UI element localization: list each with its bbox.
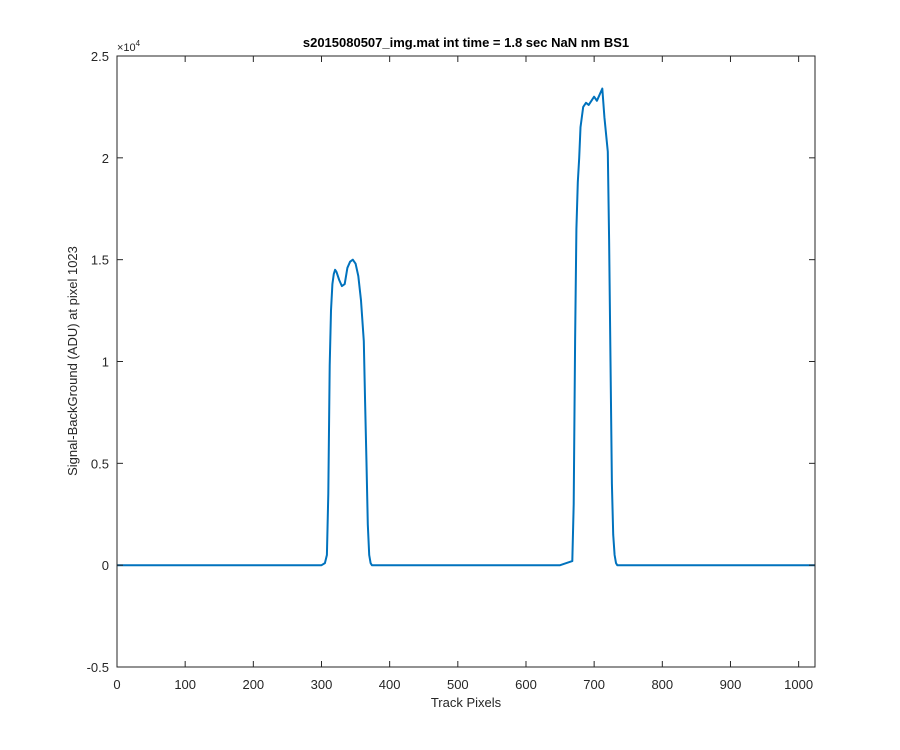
- x-tick-label: 900: [720, 677, 742, 692]
- plot-area: [117, 56, 815, 667]
- y-exponent-label: ×104: [117, 39, 141, 54]
- x-tick-label: 100: [174, 677, 196, 692]
- x-tick-label: 1000: [784, 677, 813, 692]
- x-tick-label: 600: [515, 677, 537, 692]
- x-tick-label: 800: [651, 677, 673, 692]
- x-tick-label: 200: [242, 677, 264, 692]
- y-tick-label: -0.5: [87, 660, 109, 675]
- y-tick-label: 2: [102, 151, 109, 166]
- x-axis-label: Track Pixels: [431, 695, 502, 710]
- y-axis-label: Signal-BackGround (ADU) at pixel 1023: [65, 246, 80, 476]
- y-tick-label: 2.5: [91, 49, 109, 64]
- x-tick-label: 0: [113, 677, 120, 692]
- y-tick-label: 1: [102, 355, 109, 370]
- x-tick-label: 500: [447, 677, 469, 692]
- x-tick-label: 300: [311, 677, 333, 692]
- x-tick-label: 400: [379, 677, 401, 692]
- y-tick-label: 1.5: [91, 253, 109, 268]
- x-tick-label: 700: [583, 677, 605, 692]
- chart-title: s2015080507_img.mat int time = 1.8 sec N…: [303, 35, 629, 50]
- y-tick-label: 0: [102, 558, 109, 573]
- y-tick-label: 0.5: [91, 456, 109, 471]
- y-exponent-power: 4: [136, 39, 141, 48]
- series-line: [117, 87, 815, 567]
